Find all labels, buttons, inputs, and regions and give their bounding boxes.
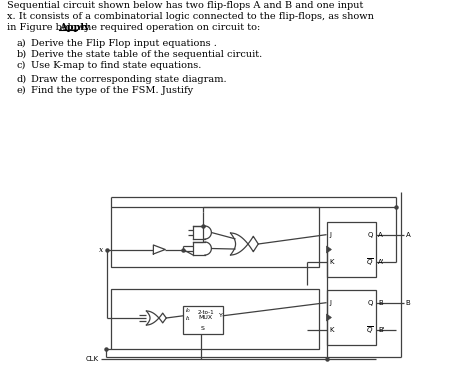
Text: CLK: CLK bbox=[86, 356, 99, 362]
Text: in Figure below.: in Figure below. bbox=[7, 23, 90, 32]
Text: S: S bbox=[201, 326, 205, 331]
Text: $I_1$: $I_1$ bbox=[185, 314, 191, 323]
Text: Sequential circuit shown below has two flip-flops A and B and one input: Sequential circuit shown below has two f… bbox=[7, 1, 363, 10]
Text: x. It consists of a combinatorial logic connected to the flip-flops, as shown: x. It consists of a combinatorial logic … bbox=[7, 12, 374, 21]
Text: Q: Q bbox=[368, 232, 373, 238]
Polygon shape bbox=[327, 246, 331, 253]
Text: Q: Q bbox=[368, 300, 373, 306]
Text: B': B' bbox=[378, 327, 384, 333]
Text: e): e) bbox=[17, 86, 27, 95]
Text: $\overline{Q}$: $\overline{Q}$ bbox=[365, 257, 373, 268]
Text: A: A bbox=[406, 232, 410, 238]
Bar bbox=[111, 207, 319, 267]
Text: Apply: Apply bbox=[59, 23, 90, 32]
Text: Use K-map to find state equations.: Use K-map to find state equations. bbox=[31, 61, 201, 70]
Text: K: K bbox=[329, 259, 334, 265]
Text: c): c) bbox=[17, 61, 26, 70]
Text: x: x bbox=[99, 245, 103, 253]
Text: d): d) bbox=[17, 75, 27, 84]
Bar bbox=[183, 306, 223, 334]
Bar bbox=[327, 290, 376, 345]
Text: A': A' bbox=[378, 259, 384, 265]
Text: J: J bbox=[329, 300, 331, 306]
Text: Derive the Flip Flop input equations .: Derive the Flip Flop input equations . bbox=[31, 39, 217, 48]
Text: Derive the state table of the sequential circuit.: Derive the state table of the sequential… bbox=[31, 50, 262, 59]
Bar bbox=[327, 222, 376, 277]
Bar bbox=[111, 289, 319, 349]
Text: A: A bbox=[378, 232, 383, 238]
Text: K: K bbox=[329, 327, 334, 333]
Text: $\overline{Q}$: $\overline{Q}$ bbox=[365, 325, 373, 336]
Text: the required operation on circuit to:: the required operation on circuit to: bbox=[78, 23, 260, 32]
Text: $I_0$: $I_0$ bbox=[185, 307, 191, 315]
Text: Draw the corresponding state diagram.: Draw the corresponding state diagram. bbox=[31, 75, 226, 84]
Text: B: B bbox=[406, 300, 410, 306]
Text: Find the type of the FSM. Justify: Find the type of the FSM. Justify bbox=[31, 86, 193, 95]
Text: J: J bbox=[329, 232, 331, 238]
Text: a): a) bbox=[17, 39, 27, 48]
Text: MUX: MUX bbox=[198, 315, 212, 320]
Text: B: B bbox=[378, 300, 383, 306]
Text: 2-to-1: 2-to-1 bbox=[198, 310, 215, 315]
Polygon shape bbox=[327, 314, 331, 321]
Text: b): b) bbox=[17, 50, 27, 59]
Text: Y: Y bbox=[219, 313, 223, 318]
